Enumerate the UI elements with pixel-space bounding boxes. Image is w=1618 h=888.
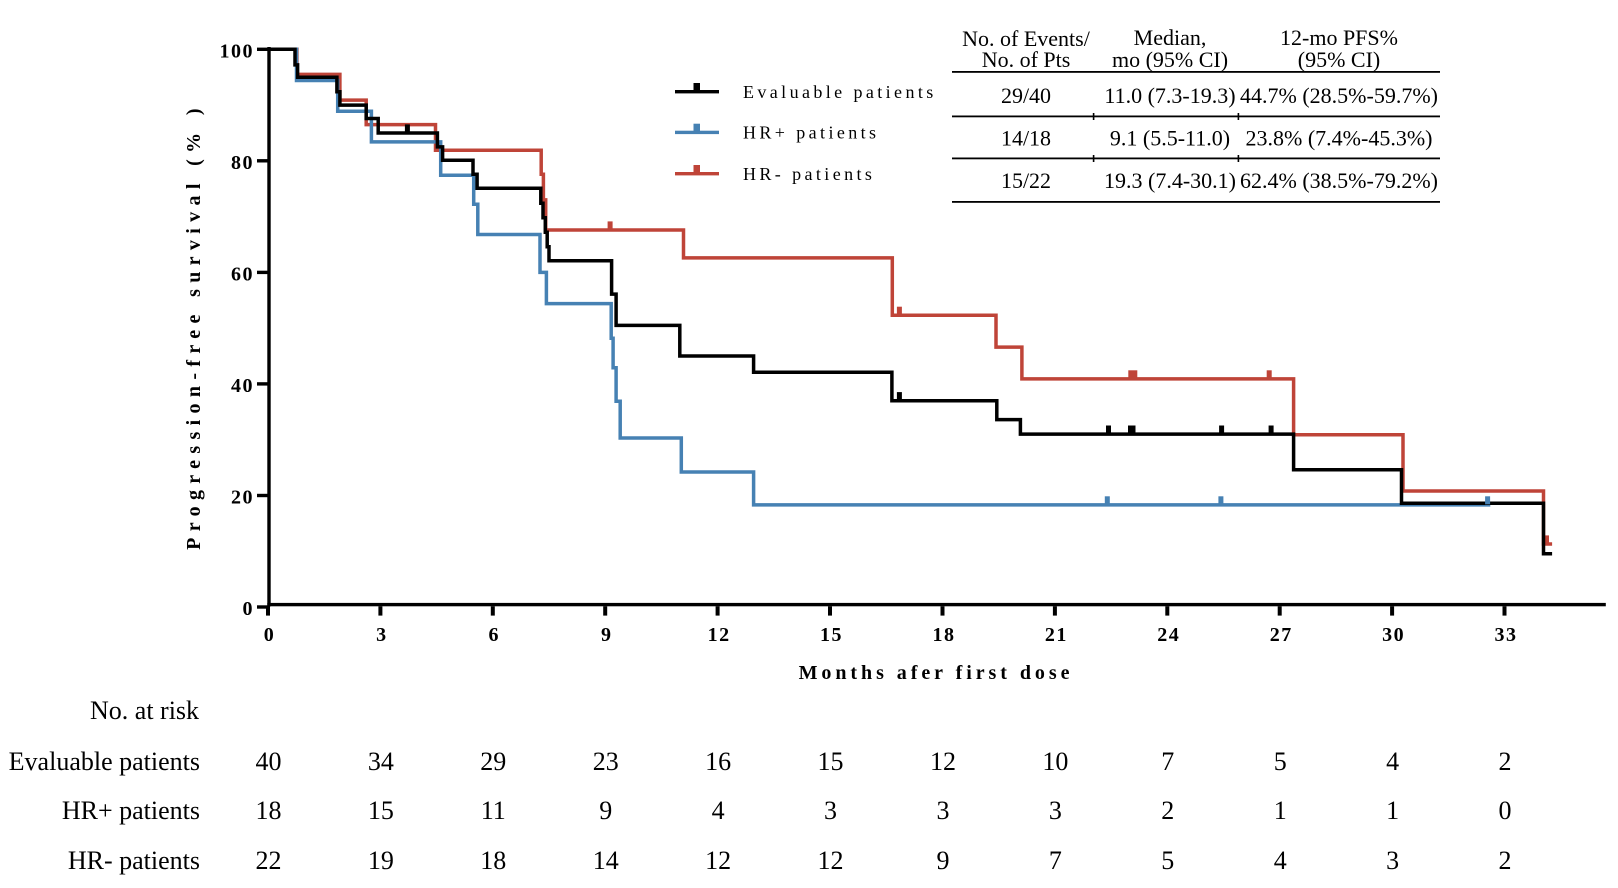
svg-text:12: 12 [930, 747, 956, 776]
svg-text:16: 16 [705, 747, 731, 776]
svg-text:3: 3 [376, 624, 388, 646]
svg-text:3: 3 [937, 796, 950, 825]
svg-text:40: 40 [256, 747, 282, 776]
svg-text:5: 5 [1161, 846, 1174, 875]
svg-text:HR+ patients: HR+ patients [743, 123, 879, 143]
svg-text:20: 20 [231, 487, 254, 509]
svg-text:11: 11 [481, 796, 506, 825]
svg-text:2: 2 [1499, 747, 1512, 776]
svg-text:Evaluable patients: Evaluable patients [9, 747, 200, 776]
svg-text:18: 18 [480, 846, 506, 875]
svg-text:(95% CI): (95% CI) [1298, 47, 1380, 72]
svg-text:9.1 (5.5-11.0): 9.1 (5.5-11.0) [1110, 126, 1230, 151]
svg-text:27: 27 [1270, 624, 1293, 646]
svg-text:3: 3 [1386, 846, 1399, 875]
svg-text:No. of Pts: No. of Pts [982, 47, 1071, 72]
svg-text:mo (95% CI): mo (95% CI) [1112, 47, 1228, 72]
svg-text:15/22: 15/22 [1001, 168, 1051, 193]
svg-text:22: 22 [256, 846, 282, 875]
svg-text:Months afer first dose: Months afer first dose [799, 662, 1074, 684]
svg-text:Progression-free survival (% ): Progression-free survival (% ) [183, 102, 205, 550]
svg-text:15: 15 [368, 796, 394, 825]
svg-text:12-mo PFS%: 12-mo PFS% [1280, 25, 1398, 50]
svg-text:6: 6 [489, 624, 501, 646]
svg-text:30: 30 [1382, 624, 1405, 646]
svg-text:29: 29 [480, 747, 506, 776]
svg-text:9: 9 [601, 624, 613, 646]
svg-text:3: 3 [1049, 796, 1062, 825]
svg-text:34: 34 [368, 747, 394, 776]
svg-text:1: 1 [1274, 796, 1287, 825]
svg-text:40: 40 [231, 375, 254, 397]
svg-text:21: 21 [1045, 624, 1068, 646]
svg-text:HR+ patients: HR+ patients [62, 796, 200, 825]
svg-text:7: 7 [1049, 846, 1062, 875]
svg-text:No. at risk: No. at risk [90, 696, 199, 725]
svg-text:2: 2 [1161, 796, 1174, 825]
svg-text:19: 19 [368, 846, 394, 875]
svg-text:18: 18 [256, 796, 282, 825]
svg-text:9: 9 [599, 796, 612, 825]
svg-text:3: 3 [824, 796, 837, 825]
svg-text:4: 4 [712, 796, 725, 825]
svg-text:15: 15 [820, 624, 843, 646]
svg-text:80: 80 [231, 152, 254, 174]
svg-text:24: 24 [1157, 624, 1180, 646]
svg-text:2: 2 [1499, 846, 1512, 875]
svg-text:0: 0 [1499, 796, 1512, 825]
svg-text:9: 9 [937, 846, 950, 875]
svg-text:100: 100 [220, 41, 255, 63]
svg-text:12: 12 [708, 624, 731, 646]
svg-text:19.3 (7.4-30.1): 19.3 (7.4-30.1) [1104, 168, 1236, 193]
svg-text:12: 12 [818, 846, 844, 875]
svg-text:29/40: 29/40 [1001, 83, 1051, 108]
svg-text:4: 4 [1386, 747, 1399, 776]
svg-text:HR- patients: HR- patients [743, 164, 875, 184]
svg-text:23: 23 [593, 747, 619, 776]
svg-text:1: 1 [1386, 796, 1399, 825]
svg-text:5: 5 [1274, 747, 1287, 776]
svg-text:0: 0 [264, 624, 276, 646]
svg-text:7: 7 [1161, 747, 1174, 776]
svg-text:33: 33 [1495, 624, 1518, 646]
svg-text:15: 15 [818, 747, 844, 776]
svg-text:No. of Events/: No. of Events/ [962, 26, 1091, 51]
svg-text:11.0 (7.3-19.3): 11.0 (7.3-19.3) [1104, 83, 1235, 108]
svg-text:18: 18 [933, 624, 956, 646]
svg-text:44.7% (28.5%-59.7%): 44.7% (28.5%-59.7%) [1240, 83, 1438, 108]
svg-text:60: 60 [231, 264, 254, 286]
svg-text:Median,: Median, [1134, 25, 1207, 50]
svg-text:4: 4 [1274, 846, 1287, 875]
svg-text:0: 0 [243, 598, 255, 620]
svg-text:14: 14 [593, 846, 619, 875]
svg-text:10: 10 [1042, 747, 1068, 776]
svg-text:Evaluable patients: Evaluable patients [743, 82, 937, 102]
svg-text:HR- patients: HR- patients [68, 846, 200, 875]
svg-text:23.8% (7.4%-45.3%): 23.8% (7.4%-45.3%) [1246, 126, 1433, 151]
svg-text:14/18: 14/18 [1001, 126, 1051, 151]
svg-text:62.4% (38.5%-79.2%): 62.4% (38.5%-79.2%) [1240, 168, 1438, 193]
svg-text:12: 12 [705, 846, 731, 875]
